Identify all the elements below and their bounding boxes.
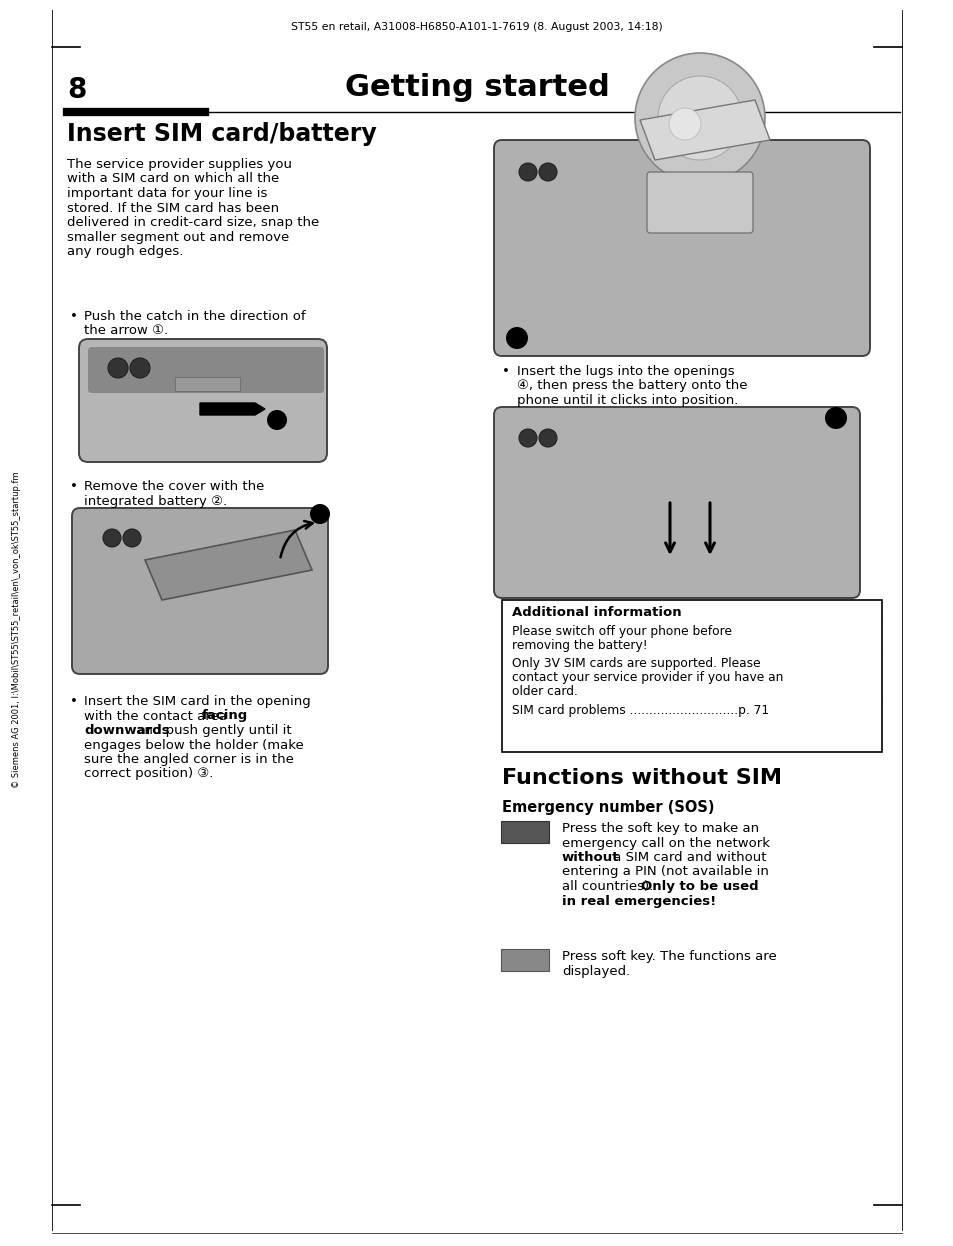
Circle shape [518, 163, 537, 181]
Text: any rough edges.: any rough edges. [67, 245, 183, 258]
Text: Remove the cover with the: Remove the cover with the [84, 480, 264, 493]
Text: contact your service provider if you have an: contact your service provider if you hav… [512, 672, 782, 684]
Text: 1: 1 [274, 415, 280, 425]
Text: 4: 4 [831, 412, 839, 422]
Circle shape [267, 410, 287, 430]
Text: Press soft key. The functions are: Press soft key. The functions are [561, 949, 776, 963]
Circle shape [310, 503, 330, 525]
Text: a SIM card and without: a SIM card and without [608, 851, 765, 863]
Circle shape [538, 163, 557, 181]
Text: •: • [501, 365, 509, 378]
Text: and push gently until it: and push gently until it [132, 724, 292, 736]
Text: SIM card problems ............................p. 71: SIM card problems ......................… [512, 704, 768, 716]
Text: ④, then press the battery onto the: ④, then press the battery onto the [517, 380, 747, 392]
FancyBboxPatch shape [500, 949, 548, 971]
Text: stored. If the SIM card has been: stored. If the SIM card has been [67, 202, 279, 214]
Text: Insert the lugs into the openings: Insert the lugs into the openings [517, 365, 734, 378]
FancyBboxPatch shape [500, 821, 548, 844]
Text: without: without [561, 851, 618, 863]
Text: integrated battery ②.: integrated battery ②. [84, 495, 227, 507]
Text: Additional information: Additional information [512, 606, 680, 619]
Text: Push the catch in the direction of: Push the catch in the direction of [84, 310, 305, 323]
Circle shape [658, 76, 741, 159]
Polygon shape [145, 530, 312, 601]
FancyBboxPatch shape [71, 508, 328, 674]
Text: older card.: older card. [512, 685, 578, 698]
Text: with a SIM card on which all the: with a SIM card on which all the [67, 172, 279, 186]
Text: Functions without SIM: Functions without SIM [501, 768, 781, 787]
Text: 2: 2 [316, 510, 323, 520]
Circle shape [123, 530, 141, 547]
Text: •: • [70, 310, 78, 323]
Circle shape [824, 407, 846, 429]
Text: smaller segment out and remove: smaller segment out and remove [67, 231, 289, 243]
Text: Menu: Menu [506, 953, 542, 967]
Text: facing: facing [201, 709, 248, 723]
Circle shape [518, 429, 537, 447]
FancyBboxPatch shape [494, 140, 869, 356]
Circle shape [635, 54, 764, 183]
Text: 3: 3 [513, 333, 520, 343]
Text: emergency call on the network: emergency call on the network [561, 836, 769, 850]
Text: Only to be used: Only to be used [640, 880, 758, 893]
Text: the arrow ①.: the arrow ①. [84, 324, 168, 338]
Text: SOS: SOS [511, 826, 537, 839]
Text: Please switch off your phone before: Please switch off your phone before [512, 625, 731, 638]
Text: Getting started: Getting started [344, 74, 609, 102]
Circle shape [538, 429, 557, 447]
FancyBboxPatch shape [646, 172, 752, 233]
Text: Insert SIM card/battery: Insert SIM card/battery [67, 122, 376, 146]
Circle shape [668, 108, 700, 140]
Text: Press the soft key to make an: Press the soft key to make an [561, 822, 759, 835]
Text: correct position) ③.: correct position) ③. [84, 768, 213, 780]
Text: downwards: downwards [84, 724, 170, 736]
FancyBboxPatch shape [79, 339, 327, 462]
Text: Insert the SIM card in the opening: Insert the SIM card in the opening [84, 695, 311, 708]
Text: delivered in credit-card size, snap the: delivered in credit-card size, snap the [67, 216, 319, 229]
Text: Emergency number (SOS): Emergency number (SOS) [501, 800, 714, 815]
Circle shape [108, 358, 128, 378]
Text: all countries).: all countries). [561, 880, 657, 893]
Text: phone until it clicks into position.: phone until it clicks into position. [517, 394, 738, 407]
Bar [501, 601, 882, 753]
Polygon shape [639, 100, 769, 159]
Text: © Siemens AG 2001, I:\Mobil\ST55\ST55_retail\en\_von_ok\ST55_startup.fm: © Siemens AG 2001, I:\Mobil\ST55\ST55_re… [12, 472, 22, 789]
Text: with the contact area: with the contact area [84, 709, 231, 723]
Text: ST55 en retail, A31008-H6850-A101-1-7619 (8. August 2003, 14:18): ST55 en retail, A31008-H6850-A101-1-7619… [291, 22, 662, 32]
Bar [174, 378, 240, 391]
FancyBboxPatch shape [88, 346, 324, 392]
Text: •: • [70, 695, 78, 708]
Circle shape [130, 358, 150, 378]
Text: •: • [70, 480, 78, 493]
Text: The service provider supplies you: The service provider supplies you [67, 158, 292, 171]
Text: in real emergencies!: in real emergencies! [561, 895, 716, 907]
Text: removing the battery!: removing the battery! [512, 639, 647, 652]
Text: sure the angled corner is in the: sure the angled corner is in the [84, 753, 294, 766]
Polygon shape [200, 402, 265, 415]
Text: displayed.: displayed. [561, 964, 630, 978]
Circle shape [103, 530, 121, 547]
Text: engages below the holder (make: engages below the holder (make [84, 739, 303, 751]
Text: Only 3V SIM cards are supported. Please: Only 3V SIM cards are supported. Please [512, 657, 760, 670]
Text: 8: 8 [67, 76, 87, 103]
Text: important data for your line is: important data for your line is [67, 187, 267, 201]
FancyBboxPatch shape [494, 407, 859, 598]
Circle shape [505, 326, 527, 349]
Text: entering a PIN (not available in: entering a PIN (not available in [561, 866, 768, 878]
